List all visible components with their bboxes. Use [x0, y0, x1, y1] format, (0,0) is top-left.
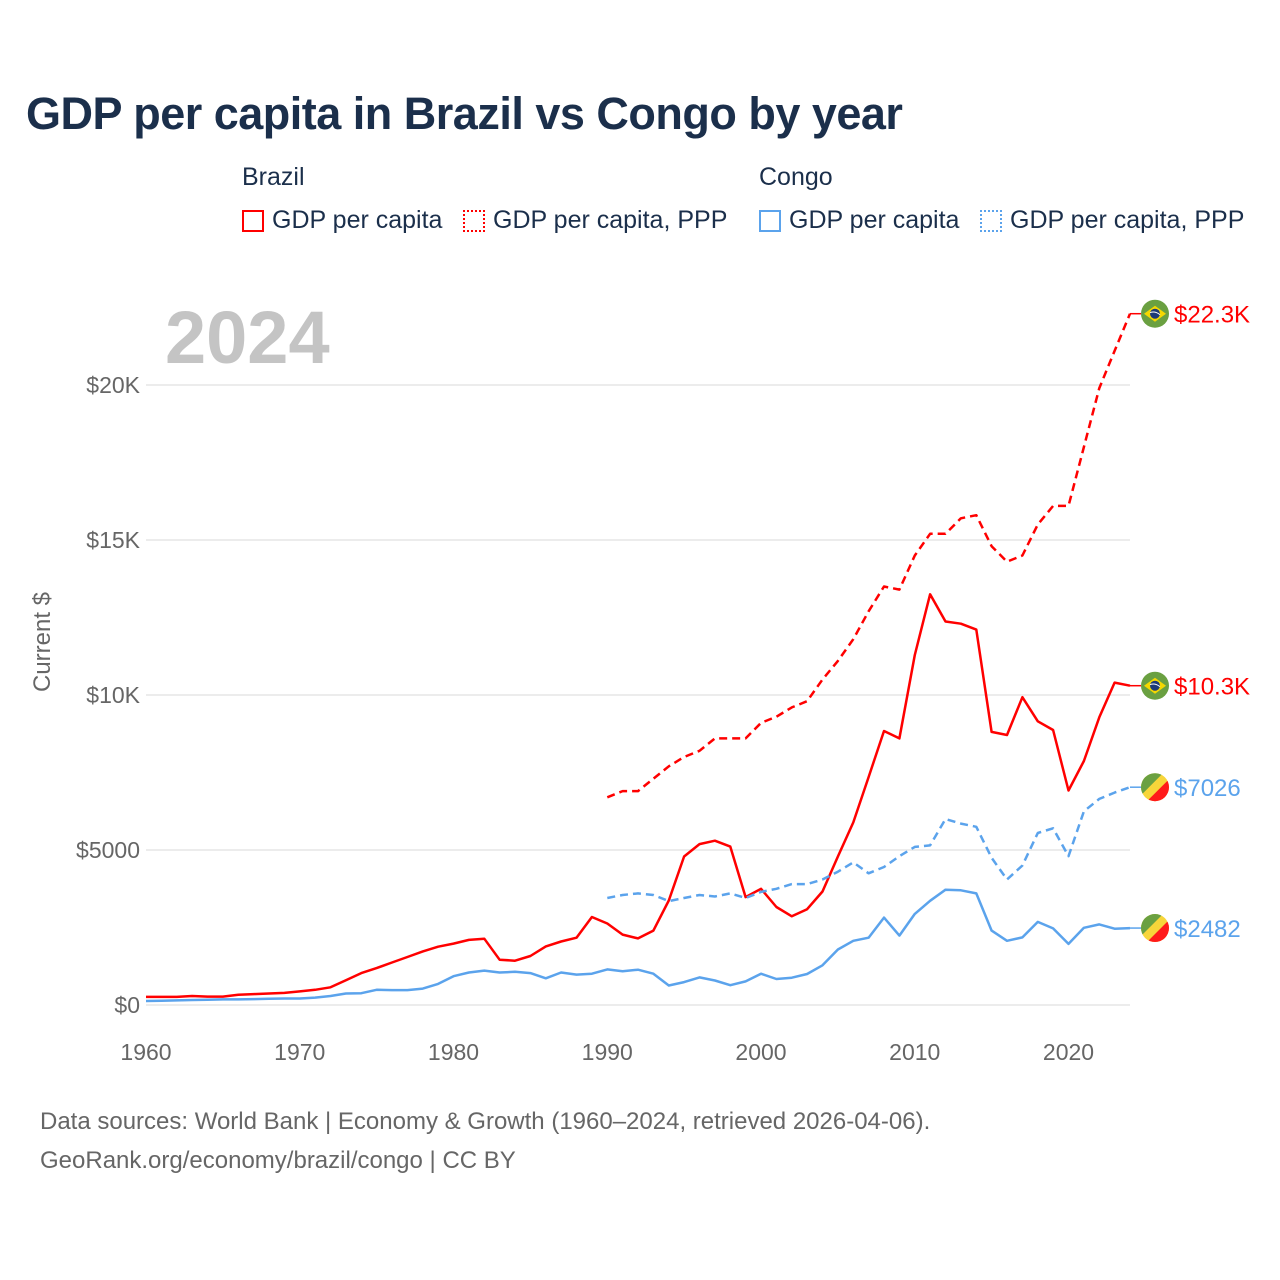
legend-label: GDP per capita	[789, 206, 960, 234]
y-tick-label: $20K	[86, 372, 140, 398]
legend-label: GDP per capita, PPP	[493, 206, 728, 234]
legend-label: GDP per capita, PPP	[1010, 206, 1245, 234]
series-line-brazil-gdp-per-capita-ppp	[606, 313, 1132, 799]
footer-sources: Data sources: World Bank | Economy & Gro…	[40, 1108, 931, 1135]
legend-swatch-dotted	[980, 209, 1002, 232]
legend-item-brazil-gdp[interactable]: GDP per capita	[242, 206, 442, 235]
footer-credit[interactable]: GeoRank.org/economy/brazil/congo | CC BY	[40, 1147, 516, 1174]
end-value-label: $2482	[1174, 916, 1241, 943]
y-tick-label: $15K	[86, 527, 140, 553]
chart-title: GDP per capita in Brazil vs Congo by yea…	[26, 88, 903, 139]
x-tick-label: 2010	[889, 1039, 940, 1065]
x-tick-label: 1990	[582, 1039, 633, 1065]
legend-item-congo-ppp[interactable]: GDP per capita, PPP	[980, 206, 1244, 235]
year-watermark: 2024	[165, 296, 330, 379]
legend-group-congo: Congo	[759, 163, 833, 191]
series-line-congo-gdp-per-capita-ppp	[607, 786, 1131, 903]
x-tick-label: 1960	[120, 1039, 171, 1065]
series-line-congo-gdp-per-capita	[145, 888, 1131, 1003]
legend-item-congo-gdp[interactable]: GDP per capita	[759, 206, 959, 235]
end-value-label: $10.3K	[1174, 674, 1250, 701]
x-tick-label: 2020	[1043, 1039, 1094, 1065]
brazil-flag-icon	[1141, 671, 1169, 700]
y-axis-label: Current $	[29, 592, 56, 692]
end-value-label: $22.3K	[1174, 302, 1250, 329]
y-tick-label: $0	[114, 992, 140, 1018]
x-tick-label: 2000	[735, 1039, 786, 1065]
y-tick-label: $10K	[86, 682, 140, 708]
congo-flag-icon	[1141, 773, 1169, 802]
legend-swatch-solid	[242, 209, 264, 232]
legend-item-brazil-ppp[interactable]: GDP per capita, PPP	[463, 206, 727, 235]
legend-swatch-dotted	[463, 209, 485, 232]
y-tick-label: $5000	[76, 837, 140, 863]
brazil-flag-icon	[1141, 299, 1169, 328]
series-line-brazil-gdp-per-capita	[146, 593, 1131, 999]
congo-flag-icon	[1141, 914, 1169, 943]
legend-swatch-solid	[759, 209, 781, 232]
legend-label: GDP per capita	[272, 206, 443, 234]
end-value-label: $7026	[1174, 775, 1241, 802]
x-tick-label: 1970	[274, 1039, 325, 1065]
x-tick-label: 1980	[428, 1039, 479, 1065]
legend-group-brazil: Brazil	[242, 163, 305, 191]
